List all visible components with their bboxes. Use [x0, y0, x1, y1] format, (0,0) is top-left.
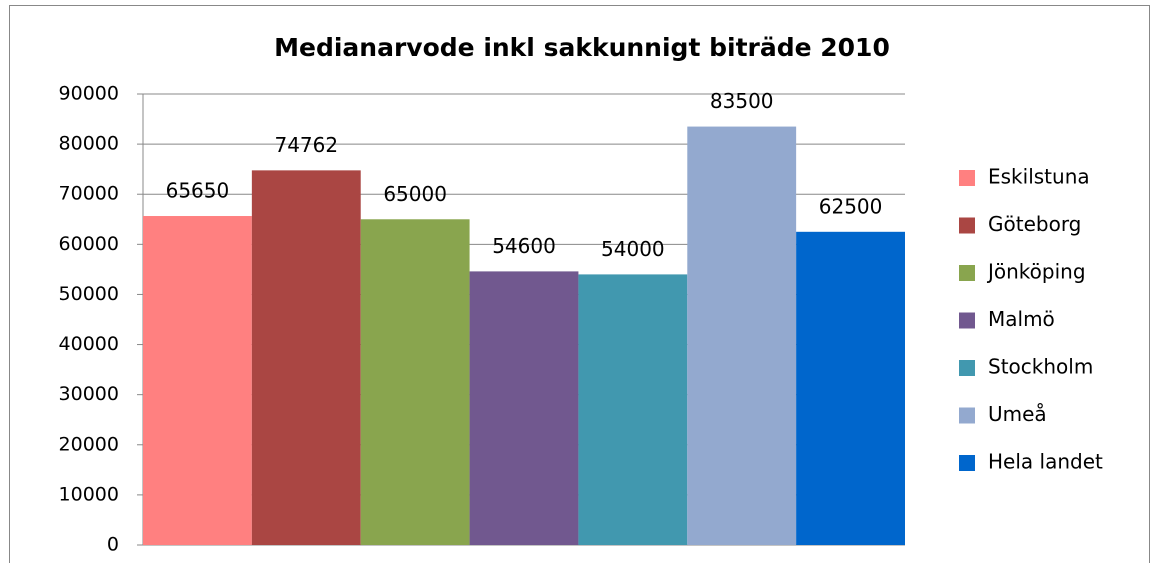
value-label: 83500: [710, 89, 774, 113]
chart-title: Medianarvode inkl sakkunnigt biträde 201…: [274, 33, 890, 62]
y-tick-label: 80000: [59, 133, 119, 155]
y-tick-label: 40000: [59, 333, 119, 355]
bar: [360, 219, 470, 545]
y-tick-label: 70000: [59, 183, 119, 205]
value-label: 65650: [166, 179, 230, 203]
y-tick-label: 0: [107, 534, 119, 556]
legend-label: Eskilstuna: [988, 165, 1090, 189]
y-tick-label: 60000: [59, 233, 119, 255]
y-tick-label: 30000: [59, 383, 119, 405]
bar: [143, 216, 252, 545]
value-label: 65000: [383, 182, 447, 206]
chart-frame: [9, 5, 1150, 563]
legend-label: Hela landet: [988, 450, 1103, 474]
bar: [578, 274, 688, 545]
bar: [796, 231, 905, 546]
y-tick-label: 20000: [59, 433, 119, 455]
legend-label: Umeå: [988, 402, 1047, 426]
legend-swatch: [959, 407, 975, 424]
legend-swatch: [959, 455, 975, 471]
legend-label: Stockholm: [988, 355, 1093, 379]
value-label: 54000: [601, 237, 665, 261]
legend-label: Malmö: [988, 307, 1055, 331]
legend-swatch: [959, 170, 975, 186]
bar: [687, 126, 797, 546]
legend-swatch: [959, 360, 975, 376]
bar: [469, 271, 579, 545]
value-label: 62500: [819, 194, 883, 218]
legend-swatch: [959, 217, 975, 234]
value-label: 54600: [492, 234, 556, 258]
legend-swatch: [959, 265, 975, 281]
value-label: 74762: [274, 133, 338, 157]
y-tick-label: 50000: [59, 283, 119, 305]
y-tick-label: 90000: [59, 83, 119, 105]
legend-label: Jönköping: [986, 260, 1086, 284]
bar: [251, 170, 361, 545]
legend-label: Göteborg: [988, 212, 1081, 236]
legend-swatch: [959, 312, 975, 329]
y-tick-label: 10000: [59, 483, 119, 505]
